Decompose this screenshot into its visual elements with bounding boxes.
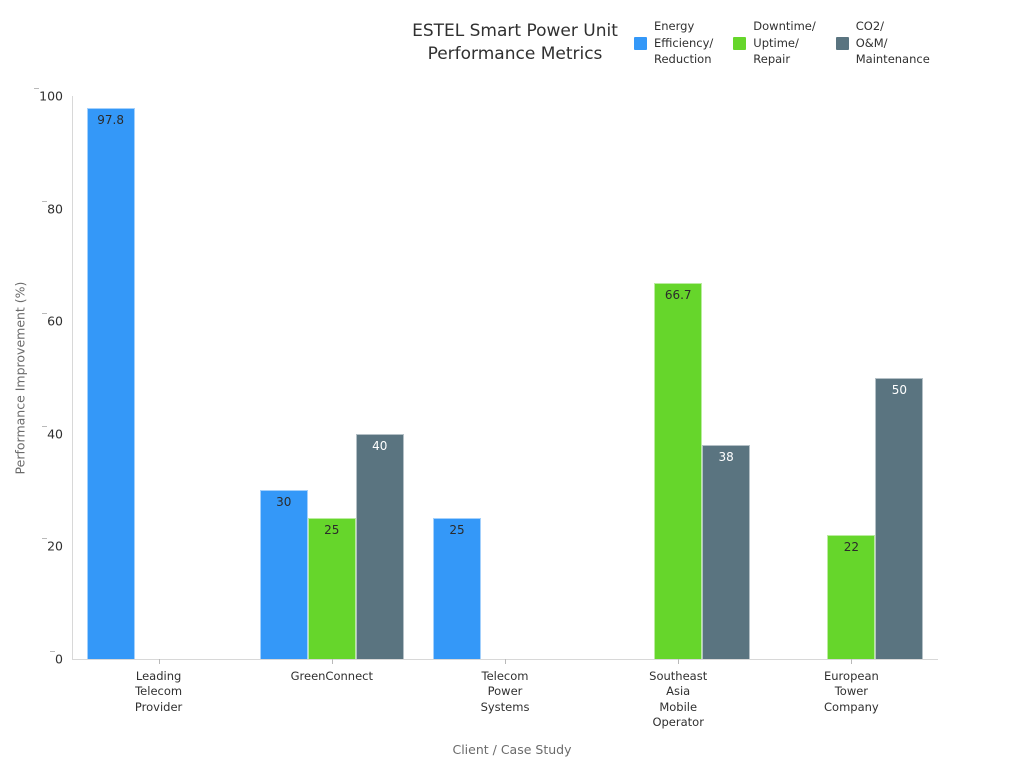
bar[interactable]: 38	[702, 445, 751, 659]
x-axis-tick-label: European Tower Company	[824, 669, 879, 714]
bar-value-label: 38	[718, 450, 734, 465]
bar-group: 22 50	[779, 96, 924, 659]
y-axis-tick-mark	[42, 538, 48, 540]
y-axis-tick-label: 60	[42, 313, 72, 329]
legend-label: CO2/ O&M/ Maintenance	[855, 19, 930, 67]
bar-value-label: 66.7	[664, 288, 692, 303]
y-axis-tick-mark	[42, 313, 48, 315]
bar-slot: 25	[307, 518, 356, 659]
bar-group: 30 25 40	[259, 96, 404, 659]
bar[interactable]: 66.7	[654, 283, 703, 659]
bar-value-label: 50	[891, 382, 908, 397]
y-axis-tick-label: 80	[42, 200, 72, 216]
bar-value-label: 25	[324, 523, 340, 538]
bar-slot: 40	[355, 433, 404, 659]
legend-entry[interactable]: Downtime/ Uptime/ Repair	[733, 18, 816, 68]
x-axis-tick-label: Telecom Power Systems	[480, 669, 530, 714]
chart-legend: Energy Efficiency/ Reduction Downtime/ Up…	[634, 18, 930, 68]
legend-entry[interactable]: CO2/ O&M/ Maintenance	[835, 18, 930, 68]
y-axis-tick-mark	[42, 200, 48, 202]
bar-slot: 22	[827, 535, 876, 659]
bar[interactable]: 25	[433, 518, 481, 659]
x-axis-tick-label: Southeast Asia Mobile Operator	[649, 669, 708, 729]
legend-swatch-icon	[835, 36, 849, 50]
plot-area: Performance Improvement (%) 0 20 40 60 80 100…	[13, 88, 938, 667]
legend-label: Downtime/ Uptime/ Repair	[753, 19, 816, 67]
legend-label: Energy Efficiency/ Reduction	[654, 19, 714, 67]
bar-value-label: 25	[449, 523, 465, 538]
bar-value-label: 30	[276, 495, 292, 510]
y-axis-tick-mark	[34, 88, 40, 89]
y-axis-tick-mark	[50, 651, 56, 652]
bar[interactable]: 50	[875, 377, 924, 659]
legend-swatch-icon	[733, 36, 747, 50]
bar-slot: 25	[433, 518, 481, 659]
bar-group: 25	[433, 96, 577, 659]
y-axis-tick-label: 0	[50, 651, 72, 667]
bar-value-label: 97.8	[97, 113, 124, 128]
x-axis-tick-mark	[158, 659, 160, 664]
y-axis-tick-label: 20	[42, 538, 72, 554]
bar-slot: 97.8	[86, 108, 135, 659]
bar-value-label: 40	[372, 438, 388, 453]
bar[interactable]: 25	[307, 518, 356, 659]
x-axis-tick-mark	[851, 659, 853, 664]
bar[interactable]: 97.8	[86, 108, 135, 659]
x-axis-tick-mark	[678, 659, 680, 664]
bar-slot: 66.7	[654, 283, 703, 659]
bar[interactable]: 40	[355, 433, 404, 659]
y-axis-spine	[72, 96, 73, 659]
x-axis-tick-label: Leading Telecom Provider	[134, 669, 183, 714]
x-axis-title: Client / Case Study	[452, 742, 572, 757]
bar-slot: 30	[259, 490, 308, 659]
y-axis-tick-label: 40	[42, 425, 72, 441]
x-axis-tick-mark	[331, 659, 333, 664]
y-axis-tick-mark	[42, 425, 48, 427]
x-axis-tick-mark	[505, 659, 506, 664]
y-axis-tick-label: 100	[34, 88, 72, 104]
x-axis-tick-label: GreenConnect	[290, 669, 373, 683]
bar[interactable]: 22	[827, 535, 876, 659]
bar-slot: 38	[702, 445, 751, 659]
legend-entry[interactable]: Energy Efficiency/ Reduction	[634, 18, 713, 68]
y-axis-title: Performance Improvement (%)	[12, 281, 28, 474]
chart-title: ESTEL Smart Power Unit Performance Metri…	[412, 21, 618, 64]
bar-group: 97.8	[86, 96, 231, 659]
bar[interactable]: 30	[259, 490, 308, 659]
bar-slot: 50	[875, 377, 924, 659]
legend-swatch-icon	[634, 36, 647, 50]
bar-value-label: 22	[843, 540, 860, 555]
bar-group: 66.7 38	[606, 96, 751, 659]
